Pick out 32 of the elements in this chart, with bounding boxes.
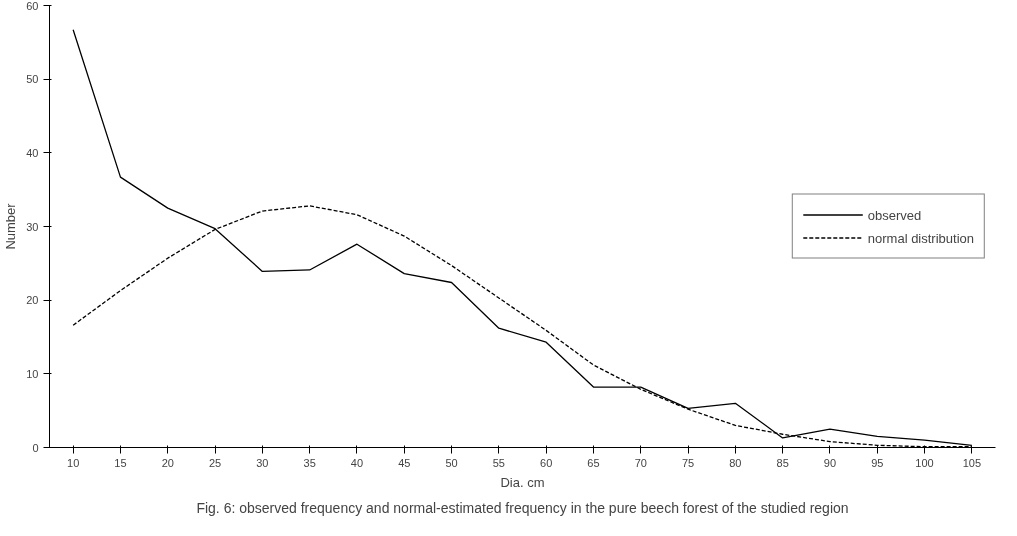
x-tick-label: 10 <box>67 456 80 469</box>
legend-label: normal distribution <box>867 230 974 245</box>
y-tick-label: 30 <box>26 220 39 233</box>
x-tick-label: 20 <box>161 456 174 469</box>
y-tick-label: 50 <box>26 73 39 86</box>
x-tick-label: 85 <box>776 456 789 469</box>
x-tick-label: 30 <box>256 456 269 469</box>
x-tick-label: 95 <box>871 456 884 469</box>
x-tick-label: 80 <box>729 456 742 469</box>
y-tick-label: 10 <box>26 367 39 380</box>
x-tick-label: 15 <box>114 456 127 469</box>
y-tick-label: 0 <box>32 441 39 454</box>
y-axis-title: Number <box>3 202 19 250</box>
x-tick-label: 35 <box>303 456 316 469</box>
x-tick-label: 100 <box>915 456 934 469</box>
x-tick-label: 60 <box>540 456 553 469</box>
x-tick-label: 70 <box>634 456 647 469</box>
x-tick-label: 50 <box>445 456 458 469</box>
x-tick-label: 40 <box>350 456 364 469</box>
y-tick-label: 40 <box>26 146 39 159</box>
x-tick-label: 75 <box>681 456 695 469</box>
legend-label: observed <box>867 207 922 222</box>
x-tick-label: 90 <box>823 456 837 469</box>
y-tick-label: 60 <box>26 0 39 12</box>
caption: Fig. 6: observed frequency and normal-estimated frequency in the pure beech forest of the studied region <box>196 499 849 516</box>
x-axis-title: Dia. cm <box>500 474 545 490</box>
x-tick-label: 45 <box>398 456 411 469</box>
x-tick-label: 105 <box>962 456 982 469</box>
x-tick-label: 55 <box>492 456 505 469</box>
x-tick-label: 65 <box>587 456 600 469</box>
y-tick-label: 20 <box>26 294 39 307</box>
x-tick-label: 25 <box>208 456 222 469</box>
